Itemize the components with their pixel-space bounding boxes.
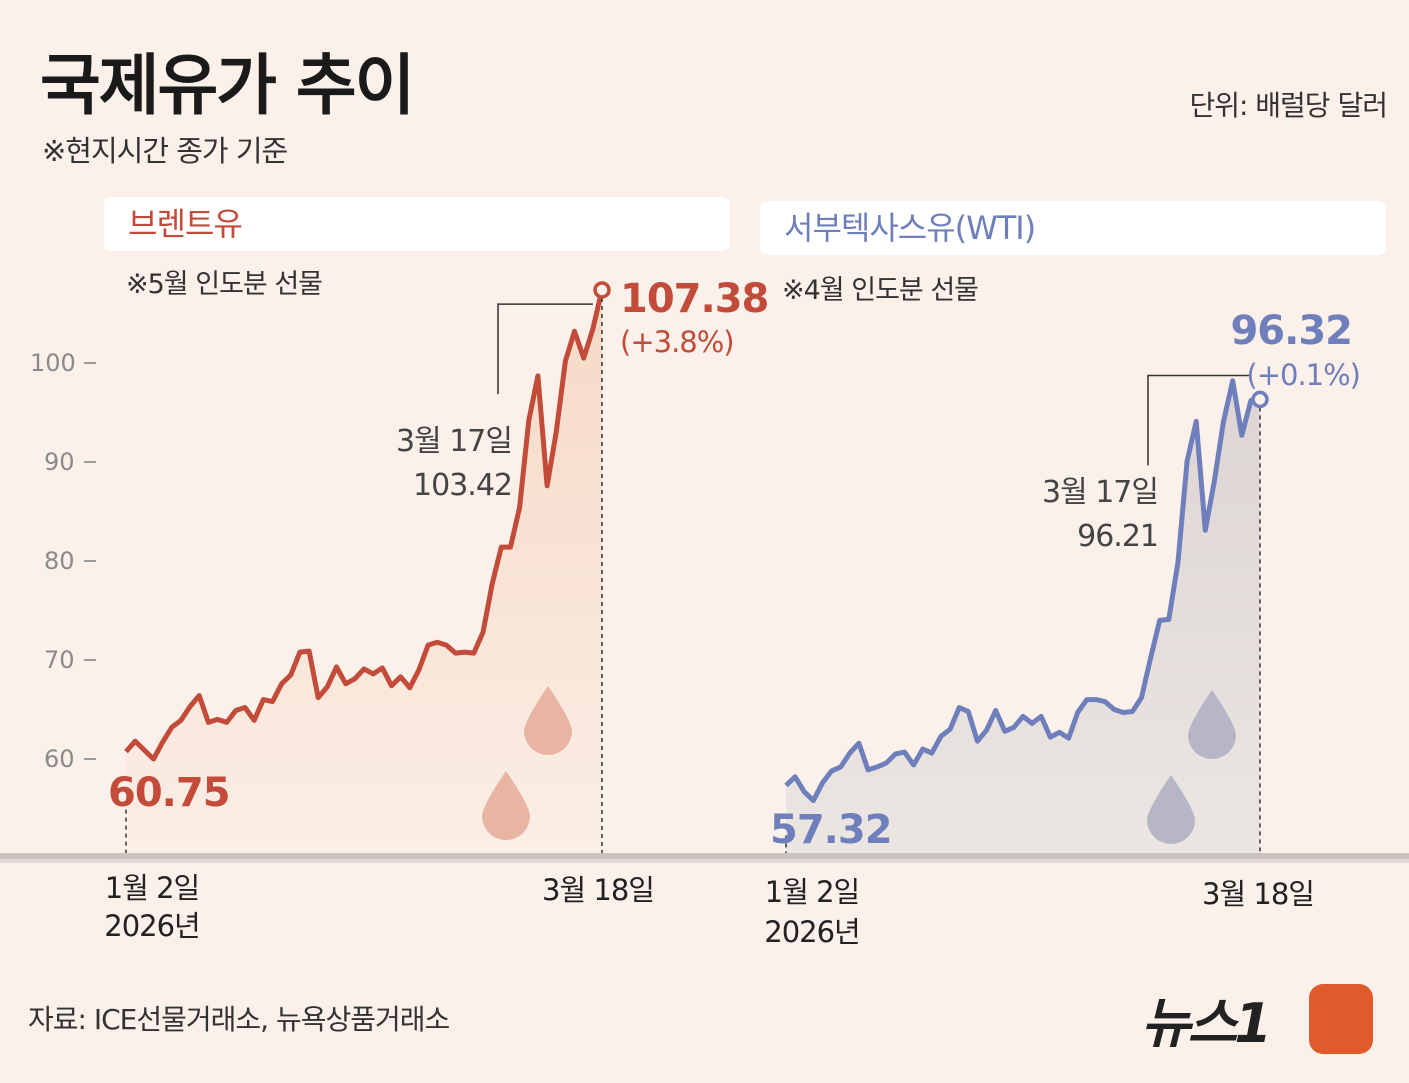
brent-start-date: 1월 2일 (105, 871, 199, 905)
oil-drop-icon (524, 686, 572, 755)
wti-start-year: 2026년 (764, 915, 859, 949)
wti-mid-callout (1147, 374, 1251, 466)
brent-end-marker (593, 281, 611, 299)
wti-start-date: 1월 2일 (765, 875, 859, 909)
y-tick-label: 70 (44, 646, 75, 674)
x-axis-baseline (0, 853, 1409, 859)
wti-panel-title: 서부텍사스유(WTI) (760, 201, 1386, 255)
brent-start-value: 60.75 (108, 770, 230, 816)
wti-contract-note: ※4월 인도분 선물 (782, 275, 979, 306)
unit-label: 단위: 배럴당 달러 (1189, 89, 1388, 122)
y-tick-label: 100 (30, 349, 76, 377)
wti-start-value: 57.32 (770, 807, 892, 853)
wti-area (786, 380, 1260, 855)
brent-line (124, 289, 605, 762)
wti-end-marker (1251, 390, 1269, 409)
wti-mid-date: 3월 17일 (1042, 475, 1158, 510)
y-tick-label: 60 (44, 745, 75, 773)
brent-end-date: 3월 18일 (542, 873, 654, 907)
brent-mid-callout (497, 303, 593, 395)
wti-end-change: (+0.1%) (1246, 358, 1360, 392)
brent-mid-date: 3월 17일 (396, 424, 512, 459)
brent-area (126, 289, 602, 855)
wti-drops (1147, 690, 1236, 844)
wti-end-value: 96.32 (1230, 308, 1352, 354)
wti-end-date: 3월 18일 (1202, 877, 1314, 911)
brent-drops (482, 686, 572, 840)
wti-line (784, 378, 1261, 804)
logo-badge (1309, 984, 1373, 1054)
brent-start-year: 2026년 (104, 909, 199, 943)
oil-drop-icon (482, 771, 530, 840)
y-axis: 100 90 80 70 60 (30, 349, 96, 773)
brent-contract-note: ※5월 인도분 선물 (126, 269, 323, 300)
x-axis-shadow (0, 859, 1409, 863)
y-tick-label: 80 (44, 547, 75, 575)
page-title: 국제유가 추이 (40, 47, 415, 124)
subtitle: ※현지시간 종가 기준 (42, 134, 288, 168)
brent-end-change: (+3.8%) (620, 325, 734, 359)
logo-text: 뉴스1 (1141, 992, 1269, 1055)
oil-drop-icon (1147, 775, 1195, 844)
wti-mid-value: 96.21 (1077, 519, 1158, 554)
brent-end-value: 107.38 (620, 276, 768, 322)
y-tick-label: 90 (44, 448, 75, 476)
brent-mid-value: 103.42 (413, 468, 512, 503)
source-credit: 자료: ICE선물거래소, 뉴욕상품거래소 (28, 1003, 450, 1036)
news1-logo: 뉴스1 (1141, 984, 1373, 1055)
brent-panel-title: 브렌트유 (104, 197, 730, 251)
oil-drop-icon (1188, 690, 1236, 759)
